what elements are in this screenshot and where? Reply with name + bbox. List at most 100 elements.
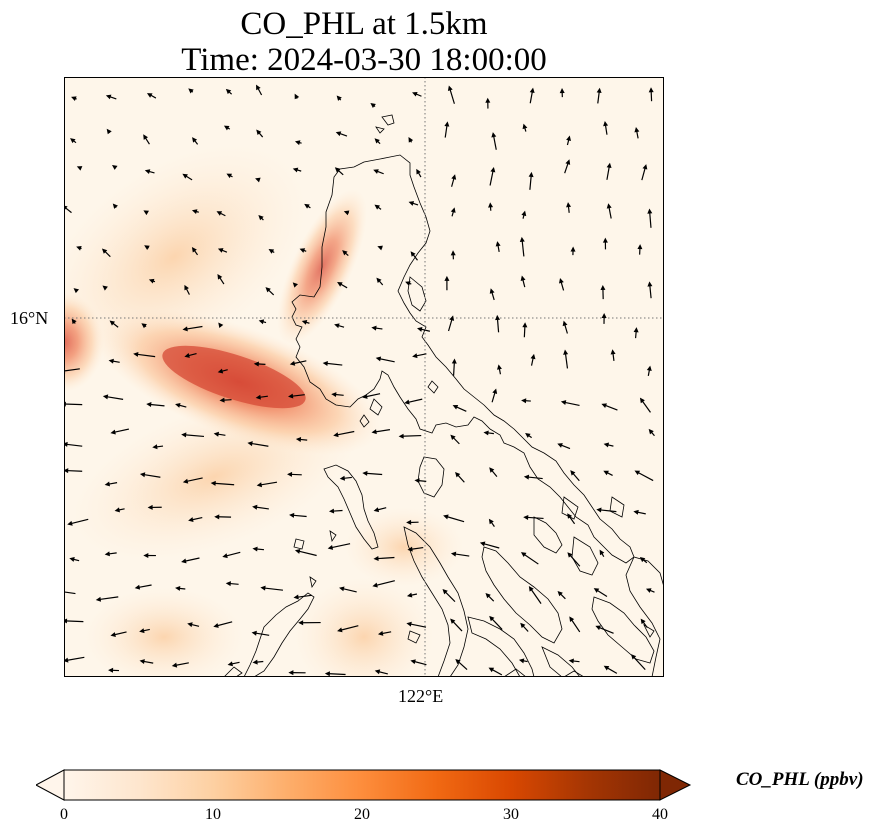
wind-arrow <box>596 87 602 104</box>
wind-arrow <box>647 281 653 299</box>
wind-arrow <box>64 441 83 447</box>
wind-arrow <box>416 168 422 178</box>
wind-arrow <box>105 94 117 100</box>
wind-arrow <box>67 518 89 526</box>
wind-arrow <box>299 248 307 253</box>
wind-arrow <box>495 241 501 252</box>
wind-arrow <box>139 472 161 478</box>
wind-arrow <box>339 475 352 481</box>
wind-arrow <box>110 631 127 637</box>
wind-arrow <box>253 361 266 367</box>
lat-tick-label: 16°N <box>10 308 49 328</box>
colorbar-gradient <box>63 769 661 801</box>
wind-arrow <box>181 557 200 564</box>
wind-arrow <box>256 84 263 96</box>
wind-arrow <box>633 327 639 339</box>
wind-arrow <box>223 125 231 131</box>
wind-arrow <box>479 541 500 549</box>
wind-arrow <box>114 507 125 513</box>
wind-arrow <box>182 325 203 332</box>
wind-arrow <box>222 551 241 559</box>
wind-arrow <box>523 474 543 480</box>
wind-arrow <box>191 246 199 256</box>
wind-arrow <box>595 625 614 634</box>
wind-arrow <box>334 323 345 329</box>
wind-arrow <box>64 590 76 595</box>
wind-arrow <box>181 432 205 438</box>
wind-arrow <box>408 201 419 206</box>
wind-arrow <box>557 443 571 450</box>
wind-arrow <box>292 282 299 288</box>
wind-arrow <box>210 480 235 486</box>
co-plume-main <box>96 309 382 455</box>
wind-arrow <box>569 616 581 633</box>
wind-arrow <box>71 318 77 325</box>
wind-arrow <box>603 442 614 448</box>
wind-arrow <box>412 353 427 359</box>
wind-arrow <box>645 588 655 593</box>
wind-arrow <box>518 658 528 664</box>
wind-arrow <box>634 127 640 139</box>
wind-arrow <box>109 320 119 328</box>
wind-arrow <box>102 394 124 400</box>
wind-arrow <box>485 592 495 602</box>
wind-arrow <box>339 586 357 593</box>
wind-arrow <box>76 245 82 251</box>
wind-arrow <box>295 437 308 442</box>
wind-arrow <box>73 288 80 294</box>
wind-arrow <box>630 654 646 671</box>
wind-arrow <box>182 477 203 484</box>
wind-arrow <box>371 429 391 435</box>
wind-arrow <box>64 468 83 474</box>
wind-arrow <box>255 394 268 400</box>
wind-arrow <box>562 320 568 334</box>
wind-arrow <box>144 169 155 175</box>
wind-arrow <box>447 85 455 104</box>
wind-arrow <box>362 470 383 476</box>
wind-arrow <box>343 210 350 216</box>
wind-arrow <box>322 361 343 366</box>
wind-arrow <box>407 546 424 552</box>
wind-arrow <box>108 667 120 673</box>
wind-arrow <box>523 514 544 520</box>
colorbar-tick-label: 10 <box>205 806 221 823</box>
wind-arrow <box>601 313 607 324</box>
wind-arrow <box>530 353 536 366</box>
wind-arrow <box>333 430 355 438</box>
wind-arrow <box>227 661 240 667</box>
wind-arrow <box>373 169 384 175</box>
wind-arrow <box>362 393 381 399</box>
wind-arrow <box>483 430 494 436</box>
colorbar-label: CO_PHL (ppbv) <box>736 769 864 790</box>
wind-arrow <box>225 581 239 587</box>
wind-arrow <box>213 621 233 628</box>
wind-arrow <box>450 207 456 217</box>
wind-arrow <box>175 402 187 408</box>
wind-arrow <box>191 209 199 215</box>
wind-arrow <box>371 325 383 331</box>
wind-arrow <box>412 91 422 97</box>
wind-arrow <box>417 326 431 332</box>
wind-arrow <box>452 404 467 412</box>
wind-arrow <box>328 508 343 514</box>
wind-arrow <box>406 621 427 628</box>
wind-arrow <box>648 428 655 437</box>
wind-arrow <box>217 274 225 285</box>
wind-arrow <box>610 349 616 361</box>
wind-arrow <box>570 470 580 482</box>
wind-arrow <box>370 102 376 109</box>
colorbar-tick-label: 20 <box>354 806 370 823</box>
wind-arrow <box>372 580 395 588</box>
wind-arrow <box>489 615 503 630</box>
wind-arrow <box>376 277 384 286</box>
wind-arrow <box>225 88 233 95</box>
wind-arrow <box>442 589 456 603</box>
wind-arrow <box>521 210 527 219</box>
wind-arrow <box>95 596 119 602</box>
wind-arrow <box>450 551 470 557</box>
wind-arrow <box>489 288 495 301</box>
wind-arrow <box>489 467 498 477</box>
wind-arrow <box>293 594 312 600</box>
wind-arrow <box>522 123 528 132</box>
wind-arrow <box>558 278 565 291</box>
